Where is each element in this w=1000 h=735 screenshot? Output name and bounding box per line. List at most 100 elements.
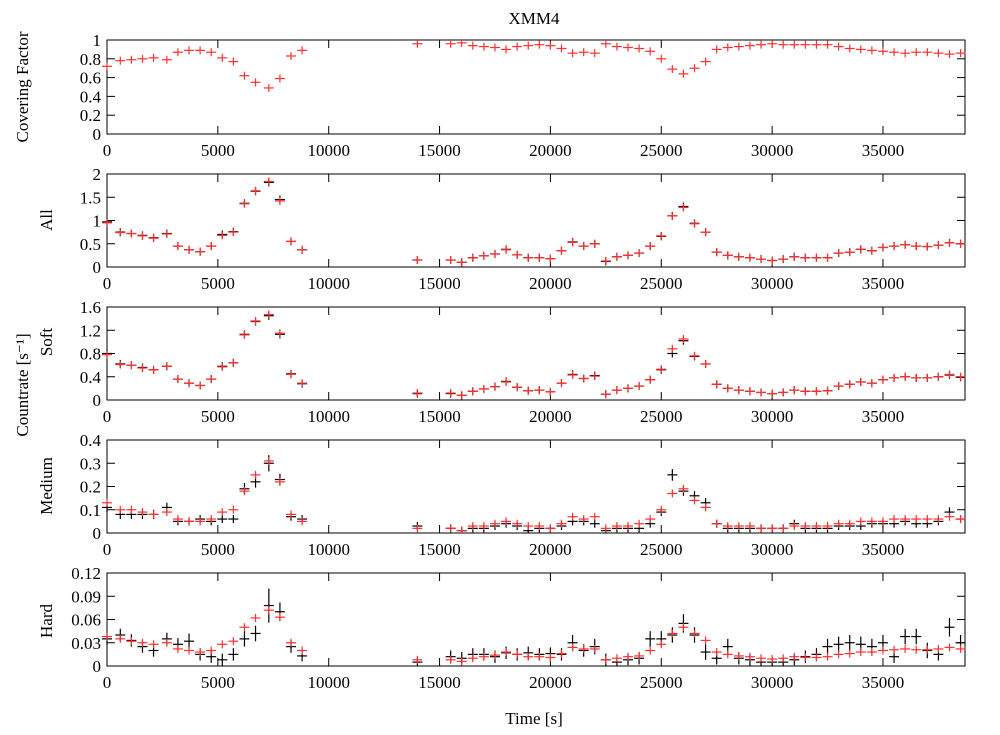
- data-point: [722, 650, 733, 659]
- data-point: [274, 196, 285, 205]
- data-point: [811, 387, 822, 396]
- data-point: [412, 389, 423, 398]
- panel-medium: Medium 0 0.1 0.2 0.3 0.4 0 5000 10000 15000 20000 2…: [37, 431, 966, 559]
- x-tick-label: 5000: [201, 540, 235, 559]
- data-point: [589, 239, 600, 248]
- series-model: [102, 40, 966, 92]
- x-tick-label: 25000: [640, 540, 683, 559]
- x-tick-label: 15000: [418, 274, 461, 293]
- data-point: [250, 316, 261, 325]
- data-point: [250, 613, 261, 622]
- data-point: [172, 375, 183, 384]
- data-point: [512, 519, 523, 528]
- data-point: [789, 386, 800, 395]
- data-point: [534, 386, 545, 395]
- data-point: [623, 652, 634, 661]
- data-point: [467, 654, 478, 663]
- data-point: [412, 256, 423, 265]
- data-point: [195, 247, 206, 256]
- data-point: [611, 386, 622, 395]
- x-tick-label: 0: [103, 540, 112, 559]
- data-point: [678, 484, 689, 493]
- data-point: [722, 43, 733, 52]
- data-point: [634, 519, 645, 528]
- data-point: [274, 613, 285, 622]
- data-point: [944, 50, 955, 59]
- data-point: [877, 243, 888, 252]
- data-point: [711, 45, 722, 54]
- y-tick-label: 1.2: [80, 321, 101, 340]
- data-point: [611, 522, 622, 531]
- data-point: [217, 53, 228, 62]
- x-tick-label: 20000: [529, 673, 572, 692]
- y-tick-label: 0: [93, 391, 102, 410]
- x-tick-label: 35000: [862, 540, 905, 559]
- data-point: [523, 41, 534, 50]
- y-tick-label: 0.5: [80, 235, 101, 254]
- data-point: [900, 49, 911, 58]
- data-point: [456, 391, 467, 400]
- data-point: [578, 242, 589, 251]
- data-point: [922, 515, 933, 524]
- x-tick-label: 20000: [529, 407, 572, 426]
- data-point: [523, 386, 534, 395]
- series-model: [102, 606, 966, 666]
- data-point: [656, 640, 667, 649]
- data-point: [556, 649, 567, 658]
- data-point: [512, 42, 523, 51]
- data-point: [800, 253, 811, 262]
- data-point: [600, 256, 611, 265]
- x-axis-label: Time [s]: [505, 709, 562, 728]
- data-point: [102, 62, 112, 71]
- data-point: [844, 248, 855, 257]
- data-point: [206, 48, 217, 57]
- data-point: [689, 496, 700, 505]
- data-point: [115, 56, 126, 65]
- data-point: [478, 42, 489, 51]
- data-point: [900, 240, 911, 249]
- x-tick-label: 20000: [529, 274, 572, 293]
- data-point: [589, 372, 600, 381]
- data-point: [148, 640, 159, 649]
- data-point: [866, 246, 877, 255]
- panel-frame: [106, 39, 966, 135]
- y-tick-label: 0.2: [80, 478, 101, 497]
- data-point: [667, 211, 678, 220]
- panel-covering-factor: Covering Factor 00.20.40.60.81 0 5000 10000 1…: [13, 31, 966, 160]
- data-point: [744, 253, 755, 262]
- figure-title: XMM4: [508, 9, 560, 28]
- data-point: [678, 69, 689, 78]
- data-point: [534, 522, 545, 531]
- data-point: [889, 373, 900, 382]
- data-point: [911, 48, 922, 57]
- data-point: [789, 252, 800, 261]
- data-point: [756, 388, 767, 397]
- data-point: [778, 255, 789, 264]
- data-point: [811, 253, 822, 262]
- data-point: [933, 241, 944, 250]
- data-point: [523, 652, 534, 661]
- y-tick-label: 0.3: [80, 454, 101, 473]
- data-point: [833, 519, 844, 528]
- data-point: [195, 46, 206, 55]
- data-point: [115, 228, 126, 237]
- data-point: [634, 44, 645, 53]
- data-point: [689, 629, 700, 638]
- data-point: [645, 646, 656, 655]
- data-point: [161, 362, 172, 371]
- data-point: [877, 47, 888, 56]
- data-point: [263, 177, 274, 186]
- data-point: [922, 48, 933, 57]
- data-point: [137, 231, 148, 240]
- data-point: [855, 377, 866, 386]
- data-point: [501, 45, 512, 54]
- data-point: [922, 645, 933, 654]
- panel-hard: Hard 0 0.03 0.06 0.09 0.12 0 5000 10000 15000 2000…: [37, 564, 966, 692]
- data-point: [855, 517, 866, 526]
- data-point: [239, 330, 250, 339]
- data-point: [297, 517, 308, 526]
- data-point: [623, 384, 634, 393]
- y-tick-label: 1: [93, 212, 102, 231]
- data-point: [297, 46, 308, 55]
